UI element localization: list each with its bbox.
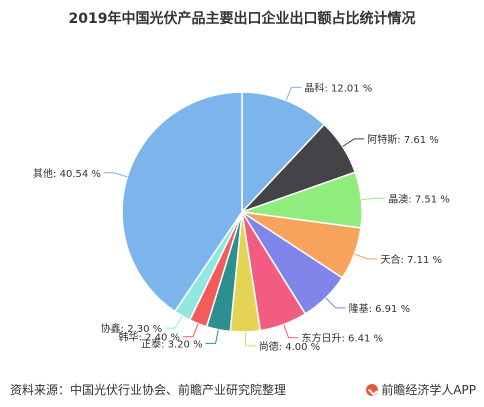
data-label-4: 天合: 7.11 %	[381, 253, 443, 266]
data-label-3: 晶澳: 7.51 %	[388, 192, 450, 205]
leader-line-5	[325, 297, 346, 309]
data-label-5: 隆基: 6.91 %	[349, 302, 411, 315]
data-label-6: 东方日升: 6.41 %	[302, 332, 384, 345]
leader-line-3	[361, 197, 386, 201]
chart-title: 2019年中国光伏产品主要出口企业出口额占比统计情况	[68, 11, 416, 27]
data-label-7: 尚德: 4.00 %	[259, 340, 321, 353]
data-label-8: 正泰: 3.20 %	[141, 337, 203, 350]
leader-line-2	[342, 138, 365, 147]
source-note: 资料来源：中国光伏行业协会、前瞻产业研究院整理	[10, 383, 287, 397]
leader-line-11	[103, 172, 128, 178]
brand-credit: 前瞻经济学人APP	[366, 381, 476, 398]
leader-line-7	[244, 331, 256, 347]
data-label-11: 其他: 40.54 %	[33, 167, 101, 180]
leader-line-6	[283, 324, 299, 339]
leader-line-9	[183, 323, 199, 338]
brand-name: 前瞻经济学人APP	[381, 383, 476, 397]
data-label-10: 协鑫: 2.30 %	[101, 322, 163, 335]
pie-slice-1	[241, 91, 326, 214]
data-label-9: 韩华: 2.40 %	[119, 331, 181, 344]
data-label-1: 晶科: 12.01 %	[304, 81, 372, 94]
brand-logo-icon	[366, 384, 379, 396]
leader-line-8	[205, 329, 219, 344]
leader-line-1	[285, 86, 302, 101]
data-label-2: 阿特斯: 7.61 %	[367, 133, 439, 146]
leader-line-10	[165, 315, 183, 329]
leader-line-4	[354, 253, 378, 260]
